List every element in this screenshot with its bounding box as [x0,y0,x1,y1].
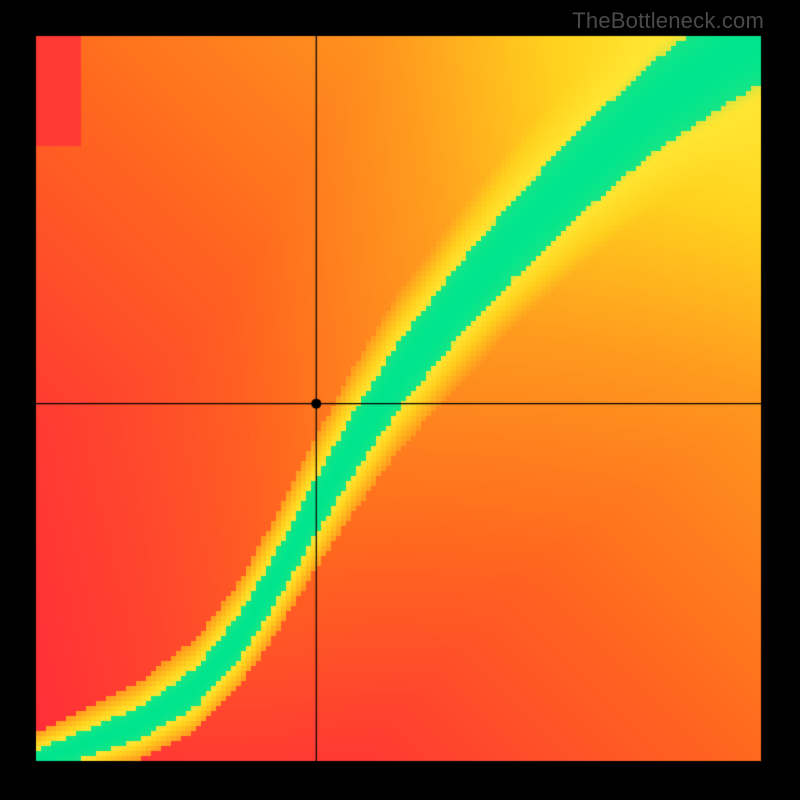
bottleneck-heatmap [0,0,800,800]
chart-stage: TheBottleneck.com [0,0,800,800]
